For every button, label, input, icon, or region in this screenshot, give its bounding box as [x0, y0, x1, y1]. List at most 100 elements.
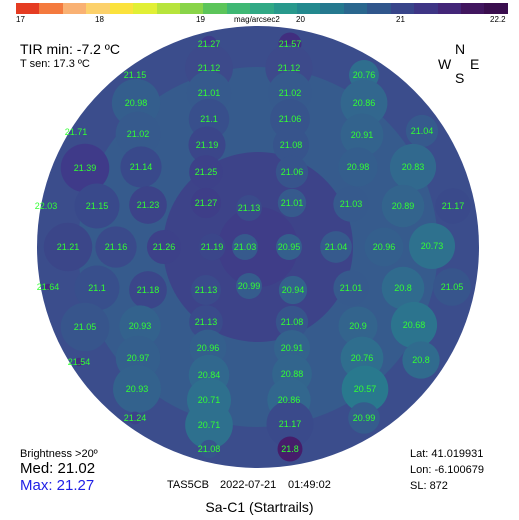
sky-value-label: 21.1 [88, 283, 106, 293]
sky-cell [74, 183, 120, 229]
sky-cell [95, 226, 137, 268]
sky-value-label: 21.26 [153, 242, 176, 252]
sky-cell [338, 306, 378, 346]
sky-cell [44, 283, 52, 291]
sky-cell [277, 188, 307, 218]
sky-cell [389, 143, 437, 191]
sky-cell [381, 266, 425, 310]
sky-value-label: 20.89 [392, 201, 415, 211]
colorbar-unit-label: mag/arcsec2 [234, 15, 280, 24]
sky-cell [435, 188, 471, 224]
sky-cell [341, 365, 389, 413]
sky-value-label: 21.13 [195, 285, 218, 295]
sky-cell [235, 194, 263, 222]
sky-cell [128, 411, 142, 425]
sky-cell [74, 357, 84, 367]
sky-cell [333, 186, 369, 222]
sky-elevation: SL: 872 [410, 480, 448, 492]
sky-cell [275, 155, 309, 189]
sky-value-label: 20.98 [125, 98, 148, 108]
sky-cell [60, 302, 110, 352]
sky-cell [272, 126, 310, 164]
sky-cell [185, 401, 233, 449]
sky-value-label: 21.71 [65, 127, 88, 137]
compass-east: E [470, 56, 480, 72]
sky-value-label: 21.13 [238, 203, 261, 213]
sky-value-label: 22.03 [35, 201, 58, 211]
sky-cell [129, 186, 167, 224]
colorbar-swatch [461, 3, 485, 14]
sky-value-label: 21.08 [281, 317, 304, 327]
sky-value-label: 20.84 [198, 370, 221, 380]
colorbar-swatch [320, 3, 344, 14]
sky-cell [115, 111, 161, 157]
sky-value-label: 20.73 [421, 241, 444, 251]
sky-cell [74, 265, 120, 311]
compass-south: S [455, 70, 465, 86]
sky-value-label: 21.02 [279, 88, 302, 98]
capture-time: 01:49:02 [288, 479, 331, 491]
sky-value-label: 20.93 [129, 321, 152, 331]
sky-cell [320, 231, 352, 263]
sky-value-label: 21.02 [127, 129, 150, 139]
latitude: Lat: 41.019931 [410, 448, 484, 460]
sky-cell [189, 155, 223, 189]
sky-value-label: 21.25 [195, 167, 218, 177]
sky-cell [340, 113, 384, 157]
sky-cell [270, 99, 310, 139]
sky-cell [405, 114, 439, 148]
sky-cell [338, 147, 378, 187]
sky-cell [402, 341, 440, 379]
sky-value-label: 20.9 [349, 321, 367, 331]
sky-value-label: 21.12 [198, 63, 221, 73]
sky-value-label: 20.91 [351, 130, 374, 140]
sky-value-label: 21.01 [281, 198, 304, 208]
sky-value-label: 21.15 [124, 70, 147, 80]
colorbar-tick-label: 18 [95, 15, 104, 24]
sky-value-label: 20.71 [198, 420, 221, 430]
sky-value-label: 20.86 [278, 395, 301, 405]
sky-cell [190, 274, 222, 306]
sky-value-label: 20.91 [281, 343, 304, 353]
longitude: Lon: -6.100679 [410, 464, 485, 476]
compass-north: N [455, 41, 466, 57]
sky-value-label: 21.1 [200, 114, 218, 124]
sky-value-label: 20.99 [353, 413, 376, 423]
sky-cell [348, 402, 380, 434]
sky-value-label: 21.24 [124, 413, 147, 423]
sky-value-label: 20.86 [353, 98, 376, 108]
sky-value-label: 20.97 [127, 353, 150, 363]
sky-value-label: 21.57 [279, 39, 302, 49]
station-id: TAS5CB [167, 479, 209, 491]
sky-value-label: 21.13 [195, 317, 218, 327]
sky-cell [364, 227, 404, 267]
brightness-threshold-label: Brightness >20º [20, 448, 98, 460]
sky-cell [433, 268, 471, 306]
sky-cell [190, 187, 222, 219]
sky-cell [266, 400, 314, 448]
sky-cell [278, 275, 308, 305]
sky-value-label: 21.12 [278, 63, 301, 73]
colorbar-tick-label: 19 [196, 15, 205, 24]
sky-value-label: 21.19 [196, 140, 219, 150]
sky-value-label: 20.88 [281, 369, 304, 379]
sky-cell [129, 271, 167, 309]
colorbar-swatch [250, 3, 274, 14]
sky-value-label: 21.39 [74, 163, 97, 173]
colorbar-tick-label: 17 [16, 15, 25, 24]
colorbar-swatch [86, 3, 110, 14]
colorbar [16, 3, 508, 14]
sky-value-label: 21.21 [57, 242, 80, 252]
colorbar-tick-label: 20 [296, 15, 305, 24]
sky-value-label: 21.03 [234, 242, 257, 252]
tir-min-label: TIR min: -7.2 ºC [20, 41, 121, 57]
sky-cell [119, 305, 161, 347]
colorbar-tick-label: 21 [396, 15, 405, 24]
sky-value-label: 20.8 [412, 355, 430, 365]
sky-cell [232, 234, 258, 260]
colorbar-swatch [273, 3, 298, 14]
sky-value-label: 21.17 [279, 419, 302, 429]
sensor-temp-label: T sen: 17.3 ºC [20, 58, 90, 70]
sky-value-label: 21.19 [201, 242, 224, 252]
